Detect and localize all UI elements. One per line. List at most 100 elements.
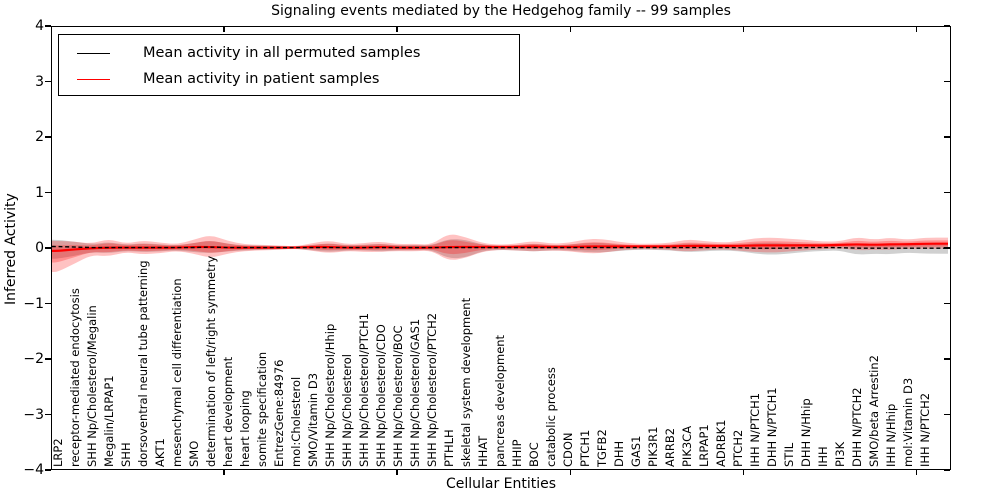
y-tick-right: [943, 302, 950, 305]
x-tick-bottom: [915, 468, 918, 475]
y-tick-label: 2: [35, 129, 44, 145]
x-category-label: skeletal system development: [459, 297, 473, 467]
legend-label-permuted: Mean activity in all permuted samples: [143, 45, 421, 61]
x-category-label: PIK3R1: [646, 426, 660, 468]
x-category-label: IHH: [816, 446, 830, 467]
x-category-label: HHIP: [510, 439, 524, 467]
legend-line-permuted-icon: [77, 52, 110, 54]
legend: Mean activity in all permuted samples Me…: [58, 34, 520, 96]
y-tick-left: [45, 469, 51, 471]
y-tick-left: [45, 191, 51, 194]
y-tick-label: 4: [35, 18, 44, 34]
x-tick-top: [396, 26, 398, 32]
permuted-mean-line: [52, 245, 948, 249]
x-category-label: PIK3CA: [680, 425, 694, 467]
x-category-label: IHH N/Hhip: [884, 403, 898, 467]
patient-spread-band-outer: [52, 234, 948, 272]
legend-entry-patient: Mean activity in patient samples: [59, 66, 519, 92]
y-tick-right: [943, 413, 950, 416]
x-category-label: dorsoventral neural tube patterning: [136, 260, 150, 467]
y-tick-label: −3: [23, 406, 44, 423]
x-category-label: ARRB2: [663, 427, 677, 467]
x-category-label: CDON: [561, 432, 575, 467]
x-category-label: SMO/beta Arrestin2: [867, 355, 881, 467]
y-tick-left: [45, 302, 51, 305]
x-category-label: SHH Np/Cholesterol/GAS1: [408, 318, 422, 467]
legend-line-patient-icon: [77, 78, 110, 80]
x-category-label: LRP2: [51, 438, 65, 467]
x-category-label: SHH Np/Cholesterol/Hhip: [323, 323, 337, 467]
x-category-label: EntrezGene:84976: [272, 359, 286, 467]
x-category-label: heart looping: [238, 390, 252, 467]
x-category-label: DHH N/PTCH1: [765, 387, 779, 467]
chart-canvas: [52, 234, 948, 272]
y-tick-right: [943, 469, 950, 471]
x-category-label: DHH: [612, 440, 626, 467]
x-category-label: LRPAP1: [697, 424, 711, 467]
x-category-label: SMO/Vitamin D3: [306, 372, 320, 467]
x-category-label: STIL: [782, 442, 796, 467]
y-tick-left: [45, 413, 51, 416]
legend-entry-permuted: Mean activity in all permuted samples: [59, 40, 519, 66]
x-tick-bottom: [396, 468, 398, 475]
x-category-label: PI3K: [833, 441, 847, 467]
x-category-label: IHH N/PTCH2: [918, 392, 932, 467]
x-category-label: SHH Np/Cholesterol: [340, 354, 354, 467]
x-tick-bottom: [742, 468, 744, 475]
x-category-label: somite specification: [255, 351, 269, 467]
x-category-label: PTCH1: [578, 429, 592, 467]
x-category-label: heart development: [221, 356, 235, 467]
y-tick-left: [45, 247, 51, 249]
x-category-label: SHH Np/Cholesterol/PTCH1: [357, 312, 371, 467]
y-tick-right: [943, 191, 950, 194]
x-tick-top: [915, 26, 918, 32]
x-category-label: PTCH2: [731, 429, 745, 467]
y-tick-label: 3: [35, 73, 44, 90]
x-tick-bottom: [223, 468, 225, 475]
x-tick-top: [742, 26, 744, 32]
x-category-label: DHH N/Hhip: [799, 398, 813, 467]
y-tick-label: 1: [35, 184, 44, 201]
y-tick-right: [943, 25, 950, 27]
x-category-label: SMO: [187, 440, 201, 467]
x-tick-top: [569, 26, 571, 32]
x-category-label: receptor-mediated endocytosis: [68, 288, 82, 467]
y-tick-left: [45, 25, 51, 27]
x-category-label: PTHLH: [442, 429, 456, 467]
x-category-label: SHH Np/Cholesterol/Megalin: [85, 305, 99, 467]
y-tick-right: [943, 136, 950, 138]
chart-title: Signaling events mediated by the Hedgeho…: [271, 3, 731, 19]
y-tick-label: −2: [23, 351, 44, 367]
x-category-label: SHH: [119, 442, 133, 467]
y-tick-right: [943, 247, 950, 249]
y-tick-right: [943, 80, 950, 83]
x-category-label: AKT1: [153, 438, 167, 467]
x-category-label: SHH Np/Cholesterol/CDO: [374, 324, 388, 467]
x-category-label: GAS1: [629, 435, 643, 467]
x-category-label: DHH N/PTCH2: [850, 387, 864, 467]
x-category-label: mesenchymal cell differentiation: [170, 278, 184, 467]
x-category-label: determination of left/right symmetry: [204, 255, 218, 467]
legend-label-patient: Mean activity in patient samples: [143, 71, 380, 87]
y-tick-left: [45, 80, 51, 83]
y-tick-label: −4: [23, 462, 44, 478]
y-tick-left: [45, 358, 51, 360]
plot-area: Mean activity in all permuted samples Me…: [51, 26, 951, 470]
x-category-label: SHH Np/Cholesterol/PTCH2: [425, 312, 439, 467]
x-category-label: ADRBK1: [714, 419, 728, 467]
x-tick-top: [223, 26, 225, 32]
x-category-label: catabolic process: [544, 367, 558, 467]
x-category-label: pancreas development: [493, 334, 507, 467]
permuted-spread-band: [52, 239, 948, 259]
x-category-label: BOC: [527, 442, 541, 467]
y-tick-left: [45, 136, 51, 138]
y-tick-right: [943, 358, 950, 360]
x-category-label: mol:Cholesterol: [289, 376, 303, 467]
x-category-label: Megalin/LRPAP1: [102, 375, 116, 467]
x-category-label: IHH N/PTCH1: [748, 392, 762, 467]
x-axis-label: Cellular Entities: [445, 476, 557, 492]
x-category-label: TGFB2: [595, 429, 609, 467]
x-category-label: SHH Np/Cholesterol/BOC: [391, 325, 405, 467]
x-category-label: mol:Vitamin D3: [901, 377, 915, 467]
